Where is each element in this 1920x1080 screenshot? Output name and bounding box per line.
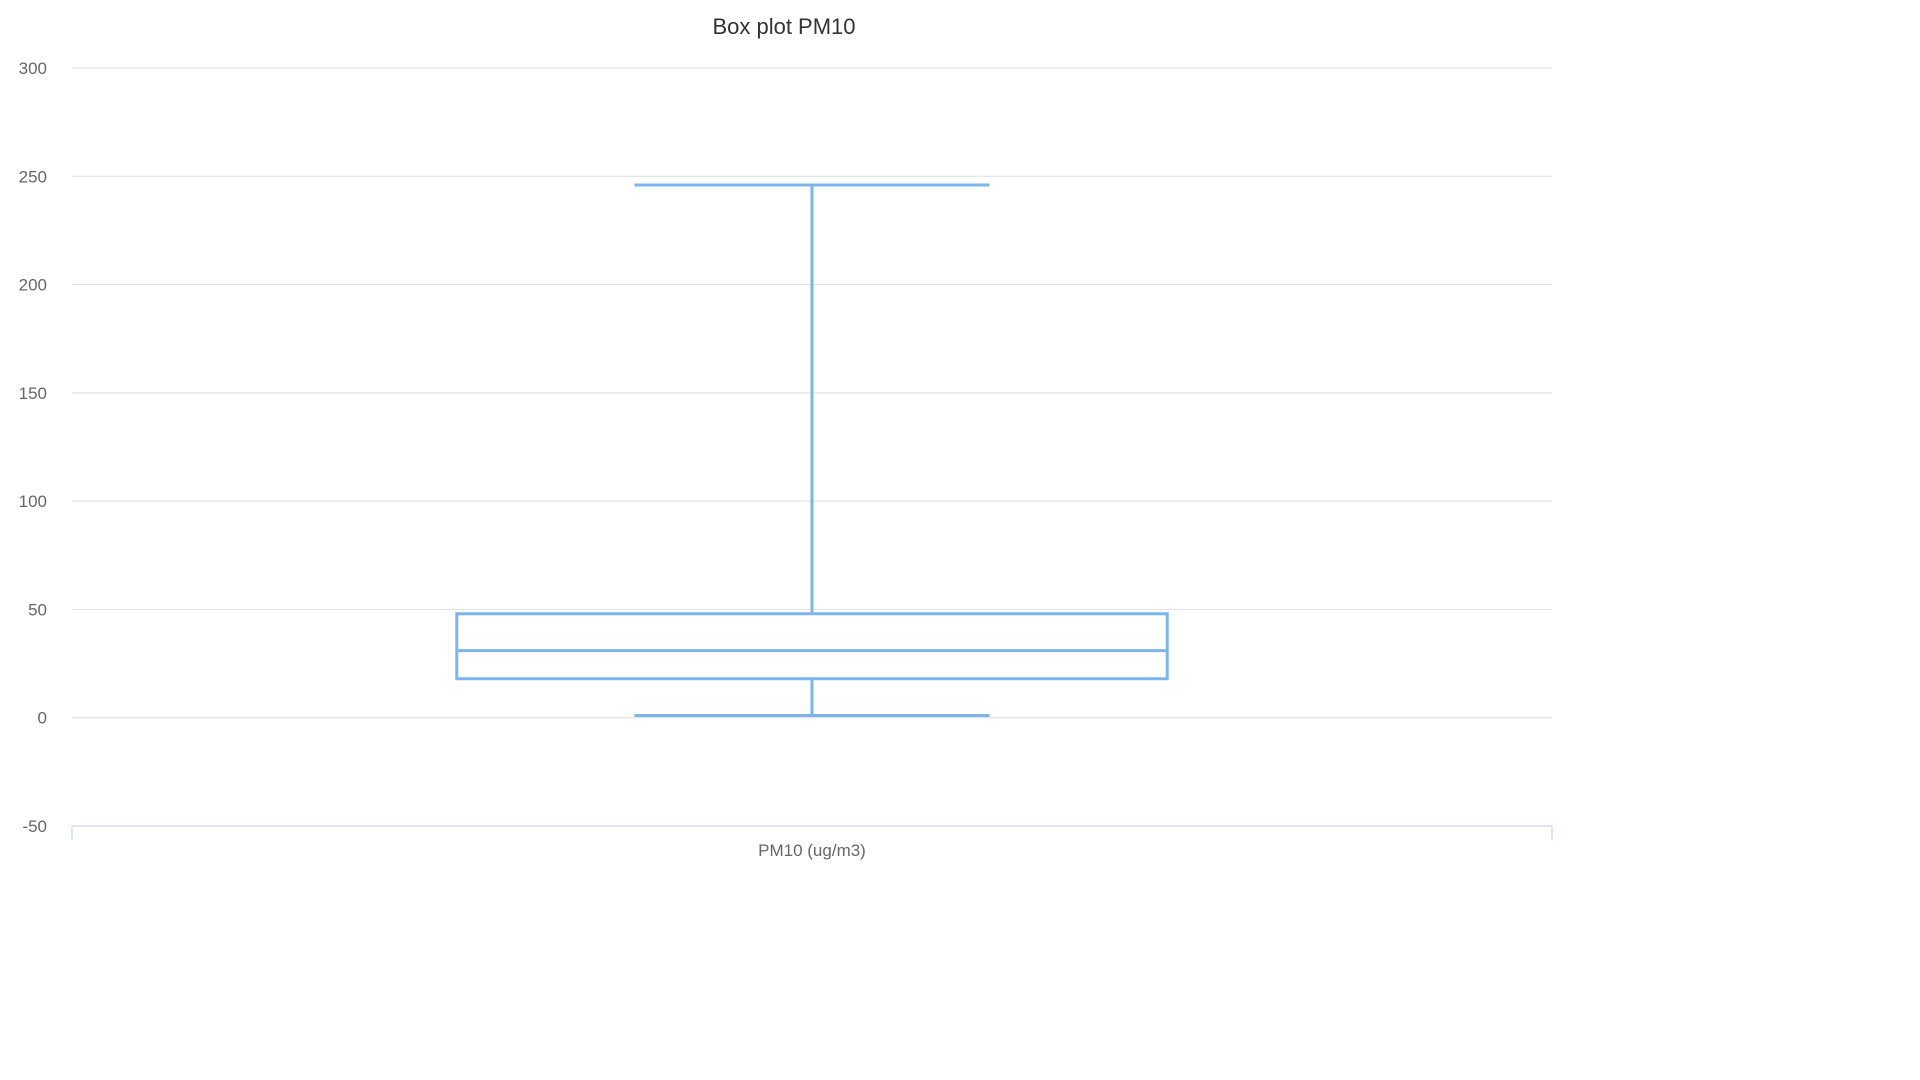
y-tick-label: 250 [19, 167, 47, 186]
interquartile-box [455, 612, 1169, 681]
y-tick-label: -50 [22, 817, 47, 836]
chart-title: Box plot PM10 [712, 14, 855, 39]
x-axis-category-labels: PM10 (ug/m3) [71, 826, 1553, 860]
y-tick-label: 50 [28, 600, 47, 619]
box-plot-series [455, 183, 1169, 718]
box-plot-point [455, 183, 1169, 718]
y-axis-tick-labels: -50 0 50 100 150 200 250 300 [19, 59, 47, 836]
y-tick-label: 0 [38, 709, 47, 728]
y-tick-label: 150 [19, 384, 47, 403]
y-tick-label: 300 [19, 59, 47, 78]
y-tick-label: 200 [19, 276, 47, 295]
y-tick-label: 100 [19, 492, 47, 511]
x-category-label: PM10 (ug/m3) [758, 841, 866, 860]
boxplot-chart: Box plot PM10 -50 0 50 100 150 200 250 300 PM10… [19, 14, 1553, 860]
